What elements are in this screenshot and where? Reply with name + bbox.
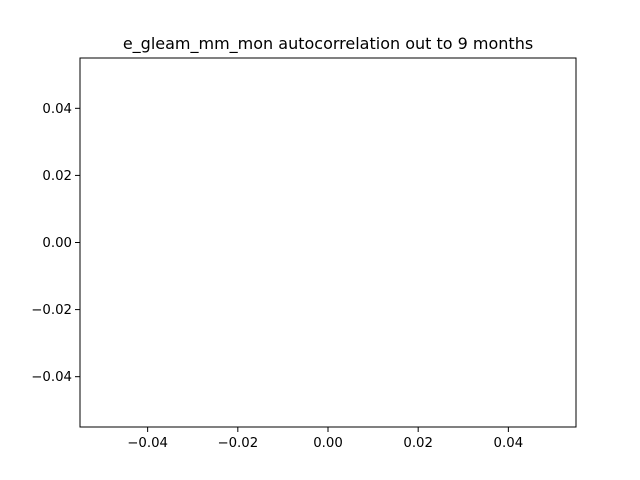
y-tick-label: −0.02 bbox=[31, 303, 72, 318]
y-tick-label: 0.00 bbox=[42, 236, 72, 251]
y-axis: 0.04 0.02 0.00 −0.02 −0.04 bbox=[31, 102, 80, 385]
y-tick-label: 0.04 bbox=[42, 102, 72, 117]
plot-area bbox=[79, 57, 577, 428]
x-tick-label: 0.04 bbox=[494, 436, 524, 451]
chart-title: e_gleam_mm_mon autocorrelation out to 9 … bbox=[123, 34, 533, 54]
x-axis: −0.04 −0.02 0.00 0.02 0.04 bbox=[127, 427, 523, 451]
x-tick-label: 0.00 bbox=[313, 436, 343, 451]
y-tick-label: −0.04 bbox=[31, 370, 72, 385]
x-tick-label: −0.04 bbox=[127, 436, 168, 451]
x-tick-label: 0.02 bbox=[403, 436, 433, 451]
x-tick-label: −0.02 bbox=[217, 436, 258, 451]
y-tick-label: 0.02 bbox=[42, 169, 72, 184]
